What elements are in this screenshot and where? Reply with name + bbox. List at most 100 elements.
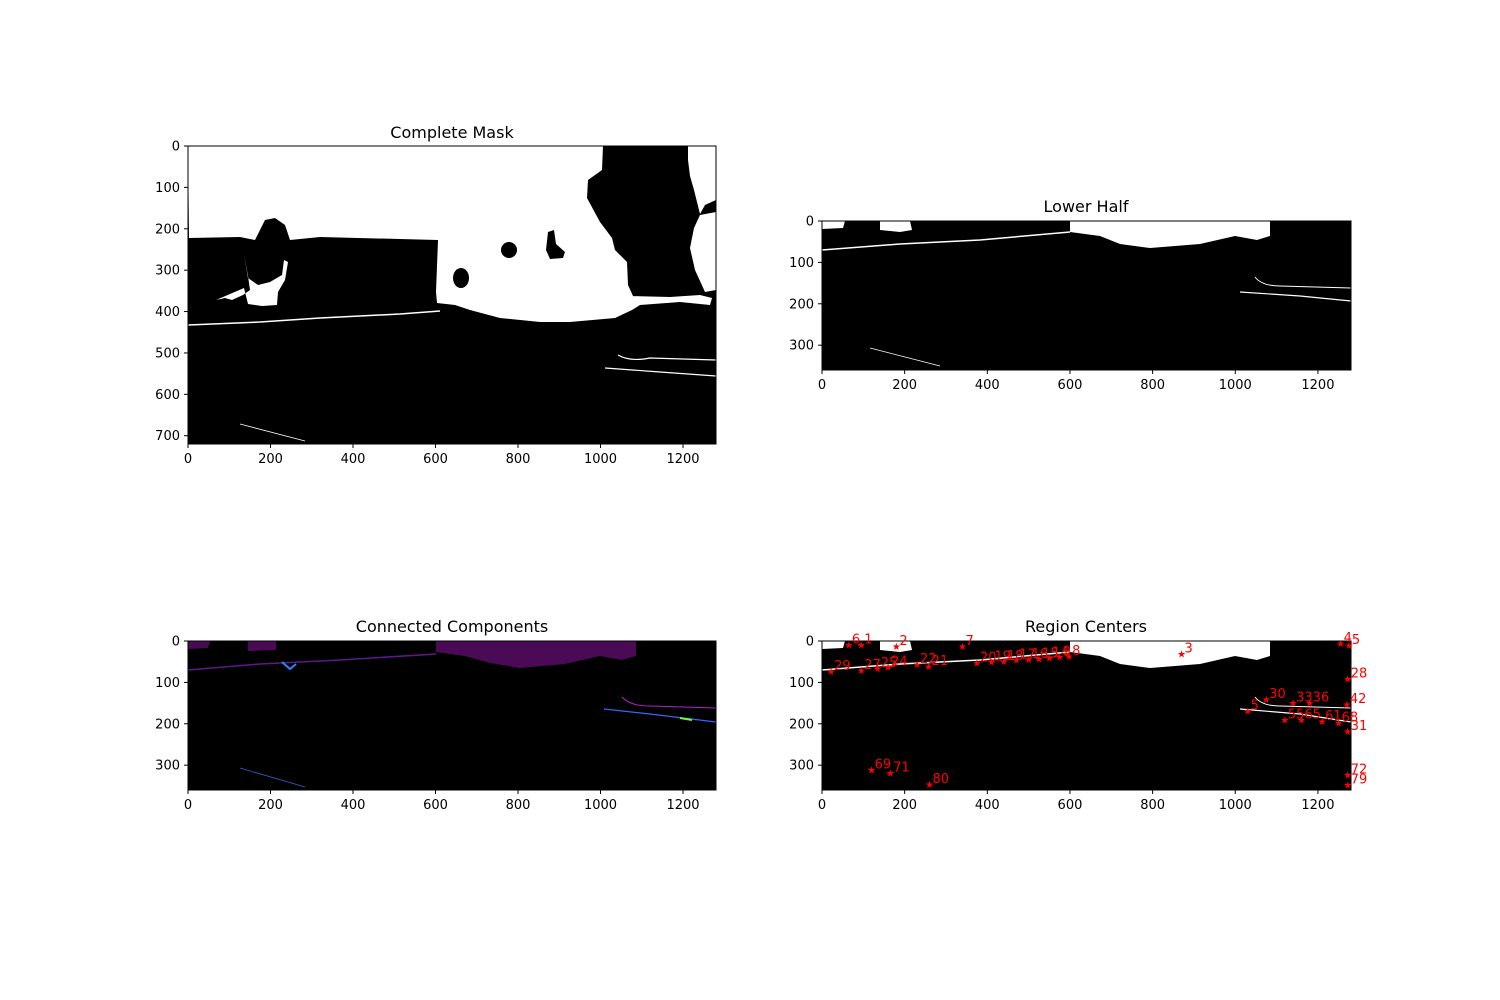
y-tick-label: 200: [789, 297, 814, 312]
center-label: 18: [1007, 649, 1024, 664]
center-marker: ★: [1344, 641, 1353, 652]
y-tick-label: 500: [155, 346, 180, 361]
y-tick-label: 200: [155, 222, 180, 237]
x-axis-ticks: 0 200 400 600 800 1000 1200: [818, 790, 1334, 813]
x-tick-label: 200: [892, 378, 917, 393]
center-marker: ★: [886, 769, 895, 780]
center-label: 22: [920, 652, 937, 667]
center-label: 29: [834, 659, 851, 674]
center-label: 42: [1350, 692, 1367, 707]
mask-image: [188, 146, 716, 444]
x-tick-label: 600: [1058, 378, 1083, 393]
mask-image: [822, 641, 1351, 790]
center-marker: ★: [924, 662, 933, 673]
center-label: 30: [1269, 687, 1286, 702]
center-label: 65: [1304, 708, 1321, 723]
center-label: 6: [852, 632, 860, 647]
panel-title: Region Centers: [1025, 617, 1147, 636]
center-label: 71: [893, 761, 910, 776]
x-tick-label: 0: [184, 452, 192, 467]
center-marker: ★: [1297, 716, 1306, 727]
x-tick-label: 800: [506, 452, 531, 467]
center-label: 24: [891, 655, 908, 670]
center-marker: ★: [1318, 717, 1327, 728]
x-tick-label: 200: [258, 452, 283, 467]
y-tick-label: 300: [789, 759, 814, 774]
center-marker: ★: [1336, 639, 1345, 650]
center-label: 7: [966, 634, 974, 649]
center-label: 80: [932, 772, 949, 787]
y-tick-label: 0: [172, 140, 180, 155]
x-tick-label: 1200: [666, 798, 699, 813]
center-marker: ★: [1012, 656, 1021, 667]
x-tick-label: 400: [341, 452, 366, 467]
panel-region-centers: Region Centers ★6★1★2 ★7★3 ★4★5★29 ★27★25★2…: [789, 617, 1367, 813]
y-axis-ticks: 0 100 200 300: [789, 635, 822, 774]
center-label: 5: [1251, 699, 1259, 714]
y-tick-label: 0: [172, 635, 180, 650]
center-label: 36: [1313, 690, 1330, 705]
x-tick-label: 400: [975, 378, 1000, 393]
center-label: 61: [1325, 709, 1342, 724]
region-center-points: ★6★1★2 ★7★3 ★4★5★29 ★27★25★24 ★22★21 ★20★19★1…: [827, 631, 1368, 792]
x-tick-label: 1200: [1301, 798, 1334, 813]
center-marker: ★: [1262, 695, 1271, 706]
center-marker: ★: [1034, 654, 1043, 665]
x-tick-label: 1200: [1301, 378, 1334, 393]
center-marker: ★: [1289, 698, 1298, 709]
center-label: 9: [1063, 645, 1071, 660]
panel-title: Complete Mask: [390, 123, 514, 142]
center-marker: ★: [1343, 781, 1352, 792]
center-label: 15: [1042, 646, 1059, 661]
y-tick-label: 0: [806, 215, 814, 230]
center-marker: ★: [884, 663, 893, 674]
center-marker: ★: [1343, 727, 1352, 738]
center-marker: ★: [892, 642, 901, 653]
center-marker: ★: [857, 640, 866, 651]
x-tick-label: 1200: [666, 452, 699, 467]
y-tick-label: 700: [155, 429, 180, 444]
center-marker: ★: [987, 658, 996, 669]
x-tick-label: 800: [1140, 378, 1165, 393]
center-label: 4: [1344, 631, 1352, 646]
center-label: 14: [1052, 646, 1069, 661]
panel-title: Lower Half: [1044, 197, 1129, 216]
center-marker: ★: [958, 642, 967, 653]
center-marker: ★: [1305, 698, 1314, 709]
y-tick-label: 400: [155, 305, 180, 320]
y-axis-ticks: 0 100 200 300 400 500 600 700: [155, 140, 188, 444]
x-tick-label: 600: [1058, 798, 1083, 813]
center-marker: ★: [1343, 770, 1352, 781]
x-tick-label: 1000: [1219, 378, 1252, 393]
y-tick-label: 100: [789, 676, 814, 691]
center-label: 19: [994, 650, 1011, 665]
center-label: 27: [864, 658, 881, 673]
y-tick-label: 300: [155, 759, 180, 774]
center-marker: ★: [867, 765, 876, 776]
center-marker: ★: [873, 664, 882, 675]
y-tick-label: 300: [155, 264, 180, 279]
center-marker: ★: [972, 659, 981, 670]
center-label: 69: [875, 757, 892, 772]
y-tick-label: 600: [155, 388, 180, 403]
center-marker: ★: [1177, 649, 1186, 660]
center-marker: ★: [913, 660, 922, 671]
y-tick-label: 300: [789, 339, 814, 354]
center-label: 33: [1296, 690, 1313, 705]
panel-complete-mask: Complete Mask 0 200 400 600 800 1000 1200 0 100…: [155, 123, 717, 467]
x-tick-label: 400: [341, 798, 366, 813]
center-label: 3: [1185, 641, 1193, 656]
panel-lower-half: Lower Half 0 200 400 600 800 1000 1200 0 100 200…: [789, 197, 1352, 393]
center-label: 5: [1352, 633, 1360, 648]
center-marker: ★: [857, 666, 866, 677]
x-tick-label: 800: [1140, 798, 1165, 813]
x-tick-label: 0: [818, 798, 826, 813]
center-label: 17: [1019, 648, 1036, 663]
center-label: 21: [932, 654, 949, 669]
y-tick-label: 100: [155, 676, 180, 691]
x-tick-label: 0: [184, 798, 192, 813]
y-tick-label: 200: [155, 717, 180, 732]
mask-image: [822, 221, 1351, 370]
center-marker: ★: [1045, 654, 1054, 665]
